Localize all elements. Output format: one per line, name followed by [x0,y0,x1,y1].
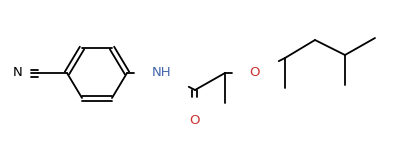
Text: O: O [189,114,200,126]
Text: O: O [249,66,260,80]
Text: N: N [13,66,23,80]
Text: NH: NH [152,66,171,80]
